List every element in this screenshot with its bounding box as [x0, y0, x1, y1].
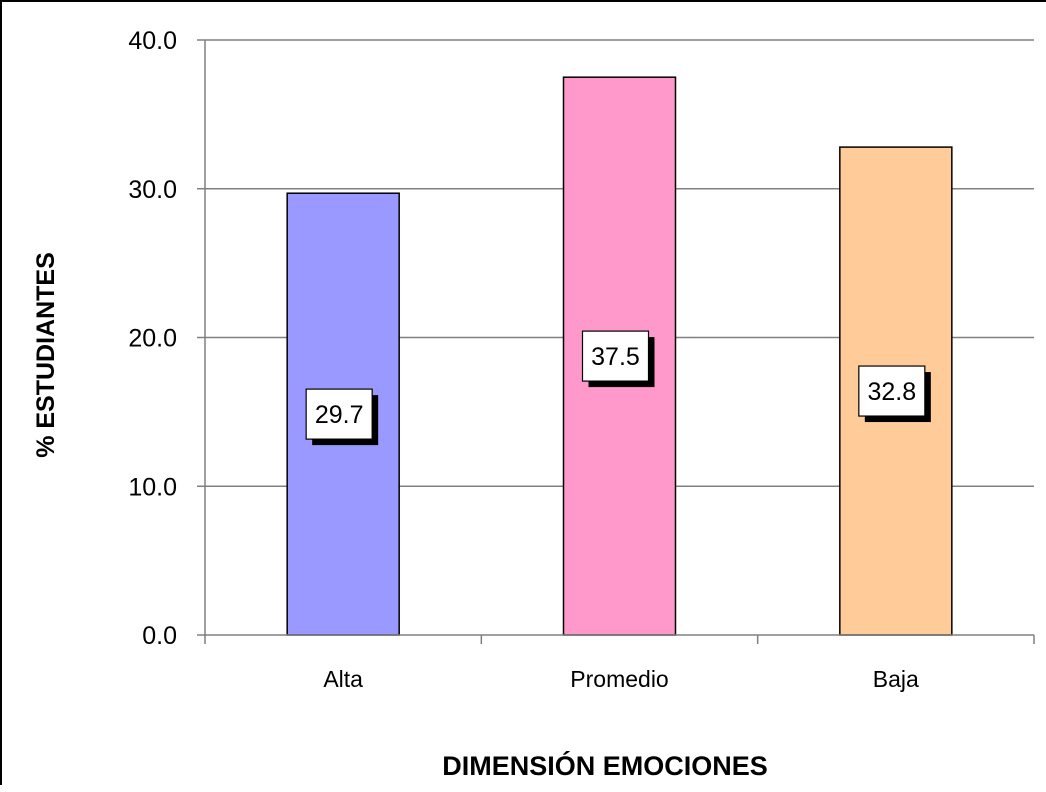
- data-label: 29.7: [315, 401, 364, 429]
- y-tick-label: 0.0: [142, 622, 177, 650]
- data-label-box: [858, 365, 926, 417]
- x-axis-title: DIMENSIÓN EMOCIONES: [442, 750, 768, 781]
- y-tick-label: 20.0: [128, 325, 177, 353]
- x-tick-label: Alta: [323, 666, 363, 692]
- x-tick-label: Baja: [873, 666, 919, 692]
- data-label: 37.5: [591, 343, 640, 371]
- y-ticks: 0.0 10.0 20.0 30.0 40.0: [128, 27, 205, 650]
- y-tick-label: 30.0: [128, 176, 177, 204]
- data-label: 32.8: [867, 378, 916, 406]
- x-ticks: Alta Promedio Baja: [204, 635, 1035, 692]
- data-label-box: [581, 330, 650, 382]
- y-axis-title: % ESTUDIANTES: [32, 252, 60, 458]
- data-labels: 29.7 37.5 32.8: [305, 330, 931, 446]
- y-tick-label: 10.0: [128, 473, 177, 501]
- data-label-box: [305, 388, 373, 440]
- x-tick-label: Promedio: [570, 666, 668, 692]
- y-tick-label: 40.0: [128, 27, 177, 55]
